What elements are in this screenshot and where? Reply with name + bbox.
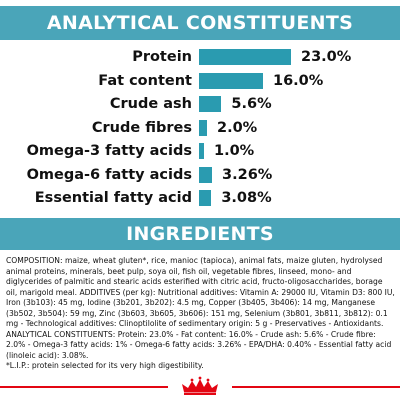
footnote-text: *L.I.P.: protein selected for its very h… xyxy=(6,361,204,370)
constituent-bar xyxy=(199,166,213,183)
constituent-value: 3.26% xyxy=(222,166,273,183)
constituent-label: Crude fibres xyxy=(91,119,192,136)
ingredients-text: COMPOSITION: maize, wheat gluten*, rice,… xyxy=(6,256,396,372)
constituent-value: 16.0% xyxy=(273,72,324,89)
constituent-bar xyxy=(199,119,207,136)
analytical-constituents-chart: Protein 23.0% Fat content 16.0% Crude ash 5.6… xyxy=(0,46,400,206)
constituent-value: 23.0% xyxy=(301,49,352,65)
constituent-bar xyxy=(199,143,204,159)
constituent-row: Fat content 16.0% xyxy=(0,70,400,92)
composition-text: COMPOSITION: maize, wheat gluten*, rice,… xyxy=(6,256,395,360)
constituent-bar xyxy=(199,49,291,65)
constituent-row: Crude fibres 2.0% xyxy=(0,117,400,139)
constituent-row: Crude ash 5.6% xyxy=(0,93,400,115)
constituent-bar xyxy=(199,96,222,112)
ingredients-title: INGREDIENTS xyxy=(126,223,274,245)
constituent-value: 3.08% xyxy=(221,190,272,206)
constituent-label: Crude ash xyxy=(109,96,192,112)
constituent-label: Fat content xyxy=(98,72,192,89)
constituent-bar xyxy=(199,72,263,89)
constituent-value: 1.0% xyxy=(214,143,255,159)
crown-logo-icon xyxy=(182,376,218,395)
constituent-bar xyxy=(199,190,212,206)
constituent-value: 5.6% xyxy=(231,96,272,112)
constituent-value: 2.0% xyxy=(217,119,258,136)
constituent-label: Omega-6 fatty acids xyxy=(26,166,192,183)
constituent-row: Essential fatty acid 3.08% xyxy=(0,187,400,209)
footer-line-left xyxy=(0,386,168,388)
constituent-row: Omega-6 fatty acids 3.26% xyxy=(0,164,400,186)
analytical-constituents-banner: ANALYTICAL CONSTITUENTS xyxy=(0,6,400,40)
constituent-row: Protein 23.0% xyxy=(0,46,400,68)
constituent-label: Omega-3 fatty acids xyxy=(26,143,192,159)
constituent-label: Protein xyxy=(132,49,192,65)
ingredients-banner: INGREDIENTS xyxy=(0,218,400,250)
analytical-constituents-title: ANALYTICAL CONSTITUENTS xyxy=(46,12,354,34)
footer-line-right xyxy=(232,386,400,388)
constituent-label: Essential fatty acid xyxy=(34,190,192,206)
constituent-row: Omega-3 fatty acids 1.0% xyxy=(0,140,400,162)
